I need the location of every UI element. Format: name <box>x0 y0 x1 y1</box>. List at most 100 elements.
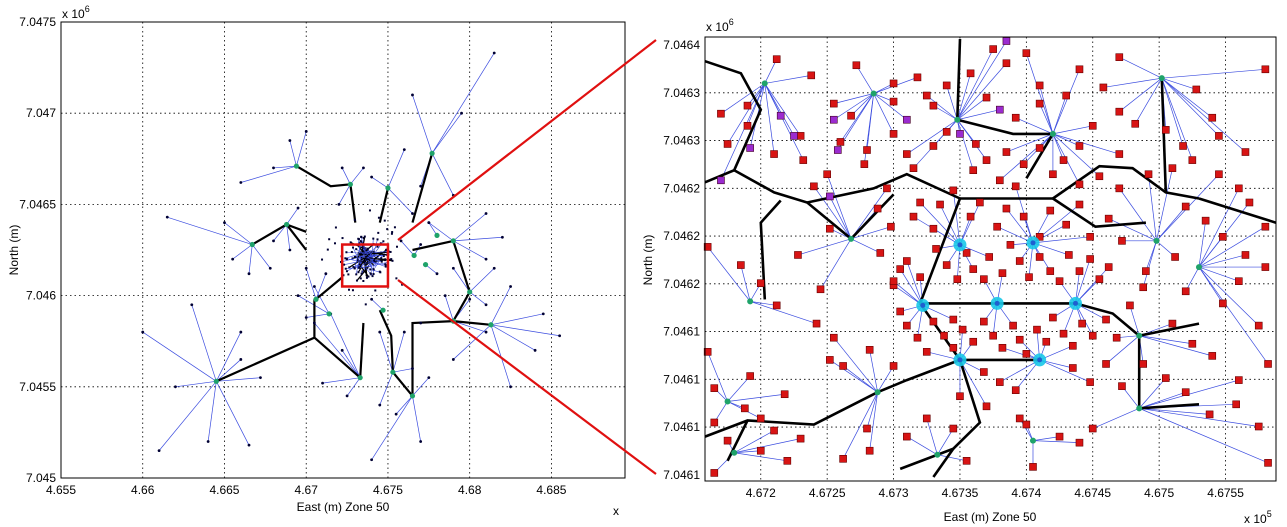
right-spoke-line <box>959 359 987 407</box>
left-hub-node <box>347 181 353 187</box>
right-spoke-line <box>919 202 961 246</box>
right-spoke-line <box>957 40 1007 120</box>
right-house-red <box>1208 352 1217 360</box>
right-spoke-line <box>869 392 878 451</box>
left-cluster-dot <box>372 273 375 276</box>
left-scatter-dot <box>360 235 363 238</box>
right-spoke-line <box>957 63 1007 120</box>
left-spoke-line <box>379 372 394 406</box>
left-hub-node <box>429 150 435 156</box>
right-ylabel: North (m) <box>641 235 655 286</box>
right-spoke-line <box>1052 133 1080 147</box>
left-scatter-dot <box>384 263 387 266</box>
left-cluster-dot <box>373 259 376 262</box>
left-cluster-dot <box>351 257 354 260</box>
right-house-red <box>1062 220 1070 229</box>
right-house-red <box>1022 350 1031 358</box>
left-scatter-dot <box>341 237 344 240</box>
left-endpoint-dot <box>492 51 496 55</box>
right-spoke-line <box>926 95 958 121</box>
right-spoke-line <box>833 93 874 104</box>
right-house-red <box>860 160 869 168</box>
right-house-red <box>1192 85 1201 94</box>
left-cluster-dot <box>358 252 361 255</box>
right-house-red <box>1168 164 1177 172</box>
right-house-red <box>942 128 951 136</box>
right-hub-cyan-core <box>920 302 926 308</box>
right-house-purple <box>956 130 964 138</box>
left-backbone-line <box>359 322 365 378</box>
right-y-tick-label: 7.0461 <box>663 468 700 482</box>
right-house-red <box>723 140 732 148</box>
right-x-tick-label: 4.6735 <box>942 486 979 500</box>
right-house-red <box>913 73 922 82</box>
right-house-red <box>942 81 951 90</box>
right-spoke-line <box>1032 236 1091 244</box>
right-spoke-line <box>734 438 801 454</box>
right-house-red <box>949 315 958 324</box>
right-spoke-line <box>727 375 751 402</box>
left-cluster-dot <box>358 266 361 269</box>
right-y-exp-base: x 10 <box>706 20 729 34</box>
right-house-red <box>756 279 765 288</box>
right-spoke-line <box>873 93 908 121</box>
right-house-red <box>1241 148 1250 156</box>
right-spoke-line <box>1032 440 1080 444</box>
left-endpoint-dot <box>378 330 382 334</box>
left-spoke-line <box>371 176 389 189</box>
zoom-connector-top <box>397 39 657 241</box>
right-house-red <box>1188 339 1197 348</box>
right-house-red <box>1261 263 1270 271</box>
right-house-red <box>989 45 997 53</box>
left-cluster-dot <box>367 275 370 278</box>
right-house-red <box>889 97 898 106</box>
right-house-red <box>1235 376 1243 384</box>
right-backbone-line <box>1075 302 1141 337</box>
right-house-red <box>962 457 971 465</box>
right-hub-green <box>1195 264 1202 271</box>
right-house-red <box>717 109 725 118</box>
right-spoke-line <box>1139 407 1259 427</box>
right-house-purple <box>717 176 725 185</box>
right-house-purple <box>903 115 911 124</box>
right-spoke-line <box>1198 236 1224 268</box>
left-endpoint-dot <box>451 266 455 270</box>
right-house-red <box>966 69 975 78</box>
right-hub-green <box>731 449 738 456</box>
left-spoke-line <box>431 112 462 154</box>
right-house-purple <box>830 115 838 124</box>
left-hub-node <box>357 375 363 381</box>
right-spoke-line <box>764 59 778 84</box>
right-spoke-line <box>707 351 728 402</box>
right-plot-border <box>704 36 1277 482</box>
right-house-purple <box>995 105 1004 114</box>
left-spoke-line <box>395 395 413 415</box>
left-spoke-line <box>371 395 413 460</box>
right-house-red <box>1088 424 1097 433</box>
right-house-red <box>942 261 951 269</box>
left-endpoint-dot <box>239 330 243 334</box>
right-house-red <box>1011 182 1020 191</box>
right-spoke-line <box>764 83 795 137</box>
left-cluster-dot <box>355 279 358 282</box>
left-endpoint-dot <box>451 358 455 361</box>
right-house-red <box>1215 132 1223 140</box>
left-hub-node <box>313 296 319 302</box>
left-spoke-line <box>289 140 297 167</box>
right-house-red <box>1208 113 1217 122</box>
left-endpoint-dot <box>174 385 177 389</box>
right-spoke-line <box>1052 69 1080 135</box>
right-house-red <box>1035 99 1044 108</box>
right-y-exp-power: 6 <box>729 17 734 27</box>
right-spoke-line <box>906 260 924 306</box>
right-spoke-line <box>1015 117 1054 135</box>
right-spoke-line <box>952 190 961 245</box>
left-endpoint-dot <box>362 166 365 170</box>
left-plot-border <box>60 21 626 479</box>
left-hub-node <box>434 232 440 239</box>
right-house-red <box>723 436 732 445</box>
left-endpoint-dot <box>304 266 308 270</box>
right-house-red <box>1115 184 1124 193</box>
right-house-red <box>953 275 962 283</box>
left-cluster-dot <box>380 260 383 263</box>
